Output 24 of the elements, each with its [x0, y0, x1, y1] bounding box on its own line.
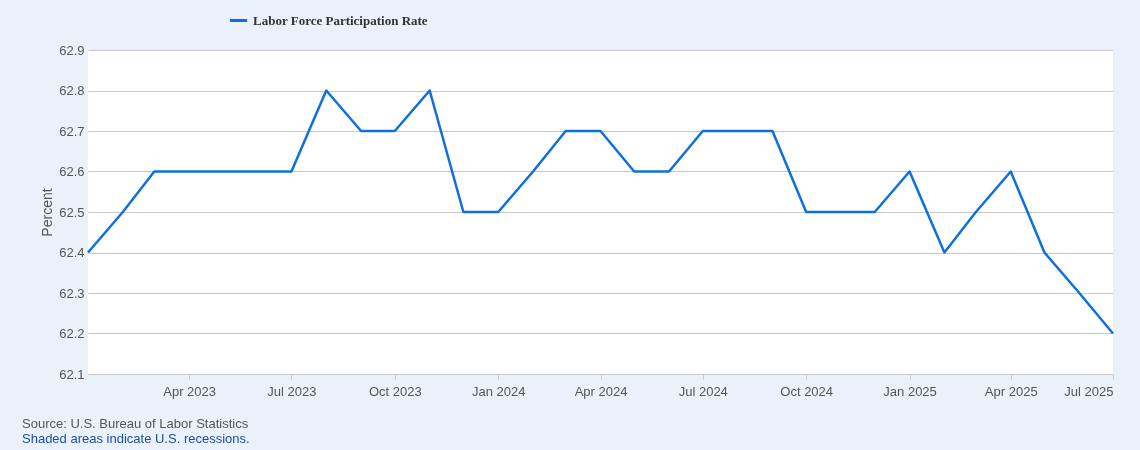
x-tick-label: Apr 2025 — [984, 383, 1038, 399]
y-tick-label: 62.2 — [59, 326, 85, 341]
x-tick-label: Apr 2024 — [574, 383, 628, 399]
y-axis-title: Percent — [39, 188, 56, 237]
y-tick-label: 62.3 — [59, 285, 85, 301]
x-tick-label: Apr 2023 — [163, 383, 217, 399]
y-tick-label: 62.1 — [59, 366, 85, 382]
text: Shaded areas indicate U.S. recessions. — [22, 431, 250, 446]
x-tick-label: Oct 2024 — [780, 383, 834, 399]
y-tick-label: 62.8 — [59, 83, 85, 98]
x-tick-label: Jan 2024 — [471, 383, 526, 399]
x-tick-label: Jul 2023 — [267, 383, 317, 399]
y-tick-label: 62.6 — [59, 164, 85, 179]
x-tick-label: Jan 2025 — [883, 383, 937, 399]
y-tick-label: 62.7 — [59, 123, 85, 139]
source-note: Source: U.S. Bureau of Labor Statistics — [22, 416, 250, 431]
x-tick-label: Jul 2025 — [1064, 383, 1114, 399]
y-tick-label: 62.9 — [59, 42, 85, 58]
y-tick-label: 62.4 — [59, 245, 85, 260]
x-tick-label: Oct 2023 — [368, 383, 422, 399]
x-tick-label: Jul 2024 — [678, 383, 728, 399]
y-tick-label: 62.5 — [59, 204, 85, 220]
line-series — [86, 89, 1115, 335]
legend-label: Labor Force Participation Rate — [253, 12, 428, 28]
